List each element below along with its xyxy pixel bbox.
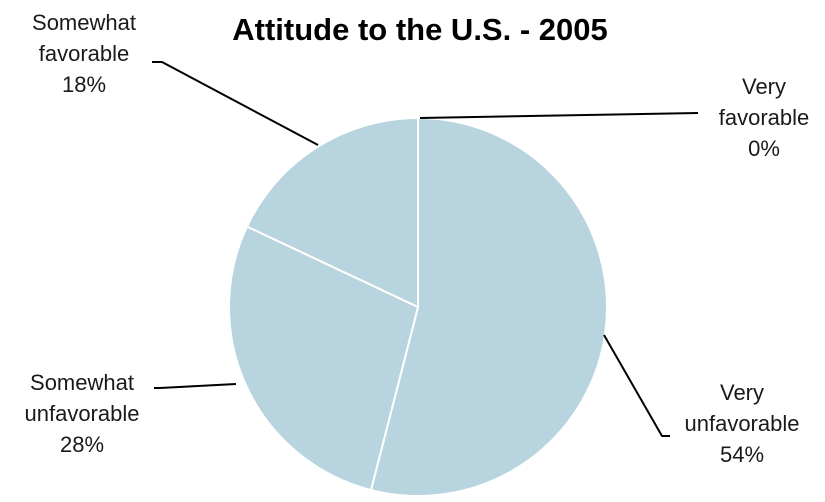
data-label-very-favorable: Very favorable 0% [719,74,810,161]
leader-line-very-favorable [419,112,699,119]
chart-title: Attitude to the U.S. - 2005 [232,12,607,47]
slice-labels: Very favorable 0% Very unfavorable 54% Somewha… [25,10,810,467]
data-label-somewhat-unfavorable: Somewhat unfavorable 28% [25,370,140,457]
pie-outline [228,117,608,497]
data-label-very-unfavorable: Very unfavorable 54% [685,380,800,467]
leader-line-somewhat-favorable [152,61,319,146]
leader-line-somewhat-unfavorable [154,383,237,389]
pie-slices [228,116,608,497]
leader-line-very-unfavorable [603,334,670,437]
leader-lines [152,61,699,437]
data-label-somewhat-favorable: Somewhat favorable 18% [32,10,136,97]
